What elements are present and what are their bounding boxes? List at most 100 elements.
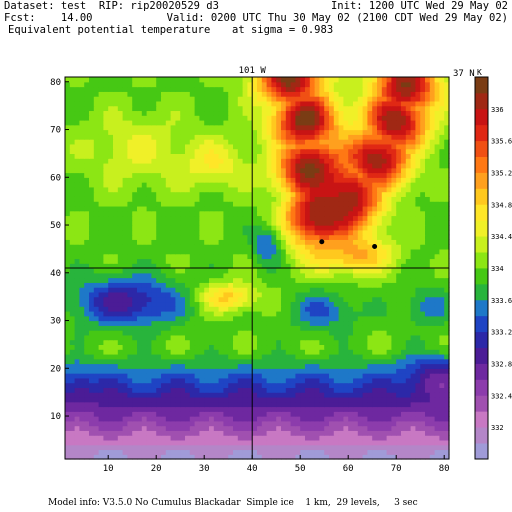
heatmap-cell [410, 349, 416, 355]
heatmap-cell [348, 215, 354, 221]
heatmap-cell [170, 349, 176, 355]
heatmap-cell [117, 268, 124, 274]
heatmap-cell [372, 205, 378, 212]
heatmap-cell [65, 239, 71, 245]
heatmap-cell [353, 291, 359, 298]
heatmap-cell [410, 244, 416, 250]
heatmap-cell [324, 315, 330, 322]
heatmap-cell [132, 196, 138, 202]
heatmap-cell [338, 225, 344, 231]
heatmap-cell [290, 225, 296, 231]
heatmap-cell [237, 210, 244, 217]
heatmap-cell [185, 334, 191, 341]
heatmap-cell [391, 315, 397, 322]
heatmap-cell [175, 330, 181, 336]
heatmap-cell [137, 186, 143, 193]
heatmap-cell [381, 210, 388, 217]
heatmap-cell [281, 177, 287, 183]
heatmap-cell [285, 358, 292, 365]
heatmap-cell [333, 272, 340, 279]
heatmap-cell [93, 320, 100, 326]
heatmap-cell [84, 167, 90, 174]
heatmap-cell [151, 220, 157, 226]
heatmap-cell [266, 382, 272, 388]
heatmap-cell [170, 277, 176, 283]
heatmap-cell [247, 177, 253, 183]
heatmap-cell [175, 306, 181, 312]
heatmap-cell [257, 416, 263, 422]
heatmap-cell [377, 191, 383, 197]
heatmap-cell [132, 353, 138, 360]
heatmap-cell [170, 406, 176, 412]
heatmap-cell [252, 272, 258, 279]
heatmap-cell [281, 296, 287, 303]
heatmap-cell [362, 162, 368, 169]
heatmap-cell [266, 315, 272, 322]
heatmap-cell [233, 344, 239, 350]
heatmap-cell [137, 363, 143, 369]
heatmap-cell [137, 272, 143, 279]
heatmap-cell [151, 296, 157, 303]
heatmap-cell [415, 248, 421, 255]
heatmap-cell [93, 387, 100, 393]
heatmap-cell [252, 368, 258, 374]
heatmap-cell [324, 263, 330, 269]
heatmap-cell [415, 387, 421, 393]
heatmap-cell [146, 396, 152, 403]
heatmap-cell [127, 301, 133, 307]
heatmap-cell [209, 167, 215, 174]
heatmap-cell [439, 396, 445, 403]
heatmap-cell [137, 435, 143, 441]
heatmap-cell [108, 444, 114, 451]
heatmap-cell [132, 201, 138, 207]
heatmap-cell [425, 229, 431, 236]
heatmap-cell [362, 377, 368, 384]
heatmap-cell [79, 263, 85, 269]
heatmap-cell [348, 196, 354, 202]
heatmap-cell [353, 167, 359, 174]
heatmap-cell [199, 253, 205, 260]
heatmap-cell [189, 306, 196, 312]
heatmap-cell [175, 244, 181, 250]
heatmap-cell [386, 330, 392, 336]
heatmap-cell [324, 344, 330, 350]
heatmap-cell [141, 320, 148, 326]
heatmap-cell [84, 368, 90, 374]
heatmap-cell [175, 296, 181, 303]
heatmap-cell [74, 239, 80, 245]
heatmap-cell [151, 411, 157, 417]
heatmap-cell [170, 430, 176, 436]
heatmap-cell [242, 162, 248, 169]
heatmap-cell [295, 191, 301, 197]
heatmap-cell [93, 225, 100, 231]
heatmap-cell [290, 287, 296, 293]
heatmap-cell [113, 435, 119, 441]
heatmap-cell [266, 416, 272, 422]
heatmap-cell [377, 210, 383, 217]
heatmap-cell [137, 368, 143, 374]
heatmap-cell [84, 244, 90, 250]
heatmap-cell [161, 377, 167, 384]
heatmap-cell [127, 158, 133, 164]
heatmap-cell [329, 220, 335, 226]
heatmap-cell [113, 210, 119, 217]
heatmap-cell [180, 253, 186, 260]
heatmap-cell [261, 239, 268, 245]
heatmap-cell [65, 225, 71, 231]
heatmap-cell [69, 301, 76, 307]
heatmap-cell [276, 253, 282, 260]
heatmap-cell [372, 339, 378, 346]
heatmap-cell [127, 396, 133, 403]
heatmap-cell [266, 396, 272, 403]
heatmap-cell [84, 296, 90, 303]
heatmap-cell [175, 258, 181, 264]
heatmap-cell [127, 368, 133, 374]
heatmap-cell [209, 158, 215, 164]
heatmap-cell [89, 396, 95, 403]
heatmap-cell [343, 296, 349, 303]
heatmap-cell [285, 310, 292, 317]
heatmap-cell [84, 225, 90, 231]
heatmap-cell [132, 449, 138, 455]
heatmap-cell [204, 244, 210, 250]
heatmap-cell [69, 320, 76, 326]
